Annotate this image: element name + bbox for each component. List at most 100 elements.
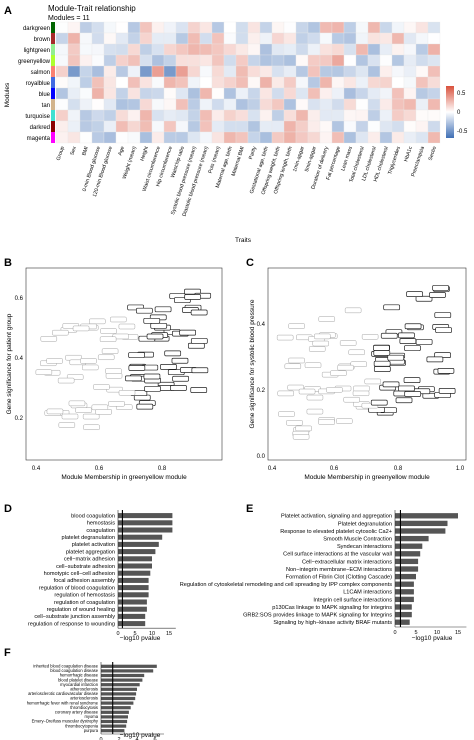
heatmap-cell: [55, 43, 69, 56]
heatmap-ylabel: Modules: [4, 82, 11, 107]
heatmap-cell: [139, 98, 153, 111]
heatmap-cell: [247, 32, 261, 45]
heatmap-cell: [319, 32, 333, 45]
heatmap-cell: [211, 131, 225, 144]
gene-point: [398, 332, 415, 339]
bar-chart-f: inherited blood coagulation diseaseblood…: [27, 662, 164, 740]
heatmap-cell: [427, 32, 441, 45]
bar-term-label: regulation of wound healing: [47, 607, 115, 613]
heatmap-cell: [319, 98, 333, 111]
heatmap-cell: [223, 120, 237, 133]
heatmap-cell: [427, 54, 441, 67]
heatmap-cell: [151, 87, 165, 100]
gene-point: [82, 413, 100, 420]
gene-point: [105, 368, 122, 374]
heatmap-cell: [115, 98, 129, 111]
heatmap-cell: [271, 54, 285, 67]
gene-point: [336, 418, 353, 424]
heatmap-column-label: Age: [117, 146, 126, 157]
heatmap-cell: [223, 87, 237, 100]
gene-point: [435, 327, 452, 333]
heatmap-cell: [127, 54, 141, 67]
heatmap-cell: [223, 21, 237, 34]
heatmap-cell: [115, 54, 129, 67]
heatmap-cell: [391, 43, 405, 56]
bar-term-label: Regulation of cytoskeletal remodeling an…: [180, 582, 392, 588]
heatmap-column-label: Group: [56, 146, 66, 162]
bar: [118, 592, 149, 598]
bar: [118, 549, 156, 555]
heatmap-cell: [79, 43, 93, 56]
bar: [395, 566, 419, 572]
heatmap-cell: [115, 32, 129, 45]
heatmap-cell: [355, 65, 369, 78]
gene-point: [343, 396, 360, 403]
heatmap-cell: [367, 54, 381, 67]
gene-point: [40, 336, 58, 342]
heatmap-cell: [403, 98, 417, 111]
heatmap-cell: [127, 120, 141, 133]
heatmap-cell: [79, 98, 93, 111]
scatter-b-ytick: 0.4: [15, 356, 24, 362]
heatmap-cell: [259, 120, 273, 133]
heatmap-cell: [391, 120, 405, 133]
heatmap-cell: [247, 21, 261, 34]
panel-f-letter: F: [4, 647, 11, 659]
heatmap-cell: [367, 21, 381, 34]
bar: [395, 543, 423, 549]
gene-point: [288, 357, 305, 364]
heatmap-row-label: tan: [42, 103, 50, 109]
heatmap-cell: [55, 65, 69, 78]
heatmap-cell: [127, 65, 141, 78]
heatmap-cell: [283, 109, 297, 122]
heatmap-cell: [223, 109, 237, 122]
heatmap-cell: [343, 120, 357, 133]
heatmap-cell: [67, 109, 81, 122]
heatmap-cell: [295, 43, 309, 56]
heatmap-cell: [415, 65, 429, 78]
gene-point: [326, 387, 343, 393]
gene-point: [352, 390, 370, 396]
bar-term-label: arteriosclerotic cardiovascular disease: [28, 691, 99, 696]
heatmap-cell: [367, 131, 381, 144]
heatmap-cell: [163, 32, 177, 45]
scatter-b-xtick: 0.4: [32, 466, 41, 472]
bar: [118, 570, 151, 576]
heatmap-cell: [67, 43, 81, 56]
heatmap-cell: [91, 65, 105, 78]
heatmap-cell: [175, 32, 189, 45]
heatmap-cell: [283, 98, 297, 111]
bar-term-label: coronary artery disease: [55, 709, 99, 714]
gene-point: [276, 334, 294, 341]
heatmap-cell: [307, 87, 321, 100]
panel-b: B 0.4 0.6 0.8 0.2 0.4 0.6 Module Members…: [4, 257, 223, 481]
gene-point: [364, 378, 381, 385]
bar-term-label: thrombocytopenia: [65, 723, 98, 728]
heatmap-cell: [319, 65, 333, 78]
heatmap-cell: [403, 32, 417, 45]
bar: [101, 669, 154, 673]
heatmap-cell: [127, 32, 141, 45]
gene-point: [89, 318, 106, 325]
heatmap-cell: [211, 98, 225, 111]
scatter-c-ytick: 0.4: [257, 322, 266, 328]
heatmap-cell: [67, 98, 81, 111]
heatmap-cell: [379, 131, 393, 144]
heatmap-cell: [67, 87, 81, 100]
gene-point: [110, 316, 127, 323]
heatmap-cell: [127, 131, 141, 144]
heatmap-cell: [343, 98, 357, 111]
heatmap-row-label: lightgreen: [24, 48, 50, 54]
heatmap-cell: [67, 76, 81, 89]
heatmap-cell: [331, 65, 345, 78]
heatmap-cell: [223, 98, 237, 111]
heatmap-cell: [415, 131, 429, 144]
heatmap-cell: [355, 76, 369, 89]
heatmap-cell: [367, 65, 381, 78]
bar-term-label: cell−substrate adhesion: [56, 564, 115, 570]
heatmap-cell: [379, 120, 393, 133]
heatmap-cell: [295, 98, 309, 111]
heatmap-cell: [355, 21, 369, 34]
heatmap-cell: [55, 76, 69, 89]
